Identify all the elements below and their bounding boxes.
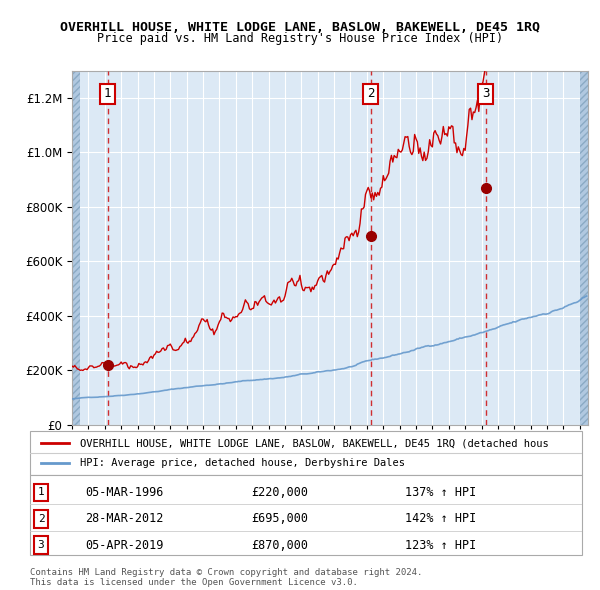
Text: 137% ↑ HPI: 137% ↑ HPI: [406, 486, 476, 499]
Text: 2: 2: [38, 514, 44, 524]
Text: 05-MAR-1996: 05-MAR-1996: [85, 486, 164, 499]
Text: £870,000: £870,000: [251, 539, 308, 552]
Text: OVERHILL HOUSE, WHITE LODGE LANE, BASLOW, BAKEWELL, DE45 1RQ: OVERHILL HOUSE, WHITE LODGE LANE, BASLOW…: [60, 21, 540, 34]
Text: HPI: Average price, detached house, Derbyshire Dales: HPI: Average price, detached house, Derb…: [80, 458, 404, 467]
Text: 1: 1: [38, 487, 44, 497]
Text: 142% ↑ HPI: 142% ↑ HPI: [406, 512, 476, 525]
Bar: [580, 71, 588, 425]
Text: 3: 3: [38, 540, 44, 550]
FancyBboxPatch shape: [30, 431, 582, 475]
Text: £695,000: £695,000: [251, 512, 308, 525]
Text: 28-MAR-2012: 28-MAR-2012: [85, 512, 164, 525]
Text: This data is licensed under the Open Government Licence v3.0.: This data is licensed under the Open Gov…: [30, 578, 358, 587]
Text: 3: 3: [482, 87, 490, 100]
FancyBboxPatch shape: [30, 475, 582, 555]
Text: Price paid vs. HM Land Registry's House Price Index (HPI): Price paid vs. HM Land Registry's House …: [97, 32, 503, 45]
Text: 05-APR-2019: 05-APR-2019: [85, 539, 164, 552]
Text: 123% ↑ HPI: 123% ↑ HPI: [406, 539, 476, 552]
Bar: [72, 71, 80, 425]
Text: £220,000: £220,000: [251, 486, 308, 499]
Text: 1: 1: [104, 87, 112, 100]
Text: 2: 2: [367, 87, 374, 100]
Text: OVERHILL HOUSE, WHITE LODGE LANE, BASLOW, BAKEWELL, DE45 1RQ (detached hous: OVERHILL HOUSE, WHITE LODGE LANE, BASLOW…: [80, 438, 548, 448]
Text: Contains HM Land Registry data © Crown copyright and database right 2024.: Contains HM Land Registry data © Crown c…: [30, 568, 422, 576]
